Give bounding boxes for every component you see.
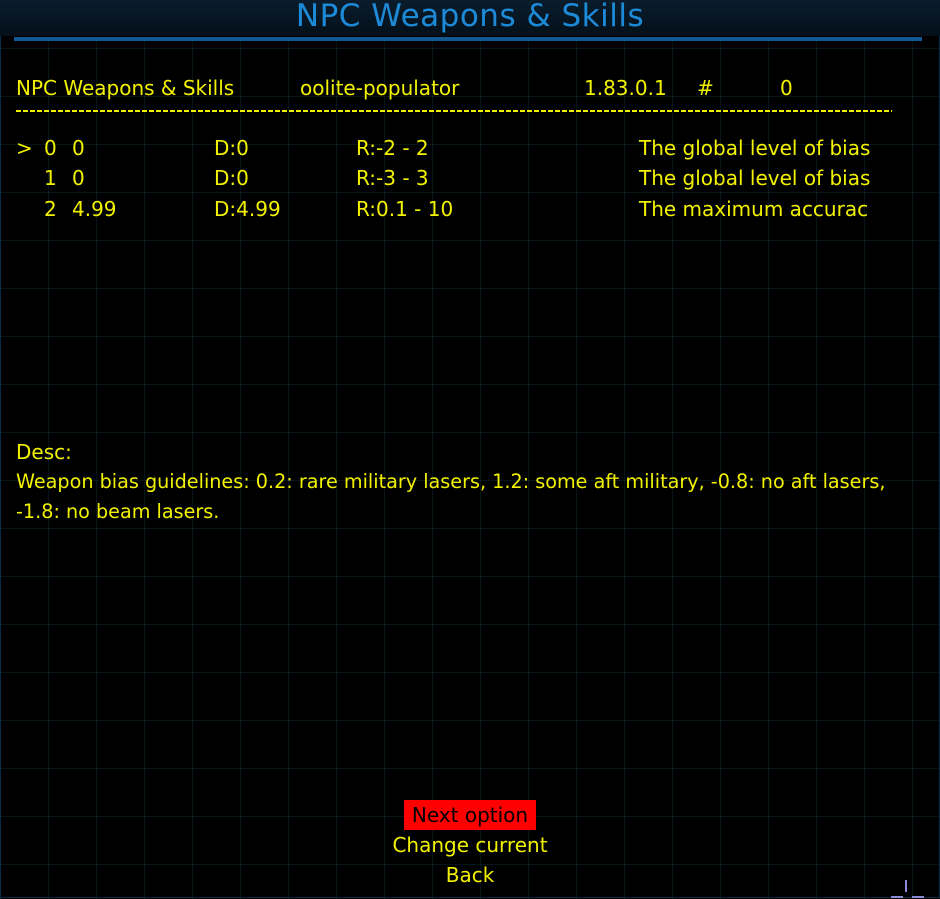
next-option-button[interactable]: Next option [0,800,940,830]
corner-marker [912,896,924,898]
row-number: 1 [44,166,57,190]
row-desc: The global level of bias [639,136,871,160]
title-bar [0,0,940,36]
row-number: 0 [44,136,57,160]
change-current-button[interactable]: Change current [0,830,940,860]
row-value: 0 [72,166,85,190]
next-option-label: Next option [403,800,537,830]
row-range: R:0.1 - 10 [356,197,454,221]
back-button[interactable]: Back [0,860,940,890]
row-number: 2 [44,197,57,221]
row-default: D:0 [214,166,249,190]
title-underline [14,37,922,41]
header-hash: # [697,76,714,100]
row-range: R:-3 - 3 [356,166,429,190]
row-default: D:4.99 [214,197,281,221]
back-label: Back [445,863,495,887]
header-index: 0 [780,76,793,100]
row-default: D:0 [214,136,249,160]
corner-marker [905,880,907,892]
row-desc: The maximum accurac [639,197,869,221]
desc-line-1: Weapon bias guidelines: 0.2: rare milita… [16,470,886,493]
change-current-label: Change current [392,833,548,857]
row-range: R:-2 - 2 [356,136,429,160]
header-version: 1.83.0.1 [584,76,667,100]
divider [16,110,892,112]
row-cursor: > [16,136,33,160]
row-value: 0 [72,136,85,160]
page-title: NPC Weapons & Skills [295,0,645,34]
desc-line-2: -1.8: no beam lasers. [16,500,220,523]
header-author: oolite-populator [300,76,460,100]
desc-label: Desc: [16,440,72,464]
row-value: 4.99 [72,197,117,221]
row-desc: The global level of bias [639,166,871,190]
corner-marker [891,896,903,898]
header-name: NPC Weapons & Skills [16,76,235,100]
